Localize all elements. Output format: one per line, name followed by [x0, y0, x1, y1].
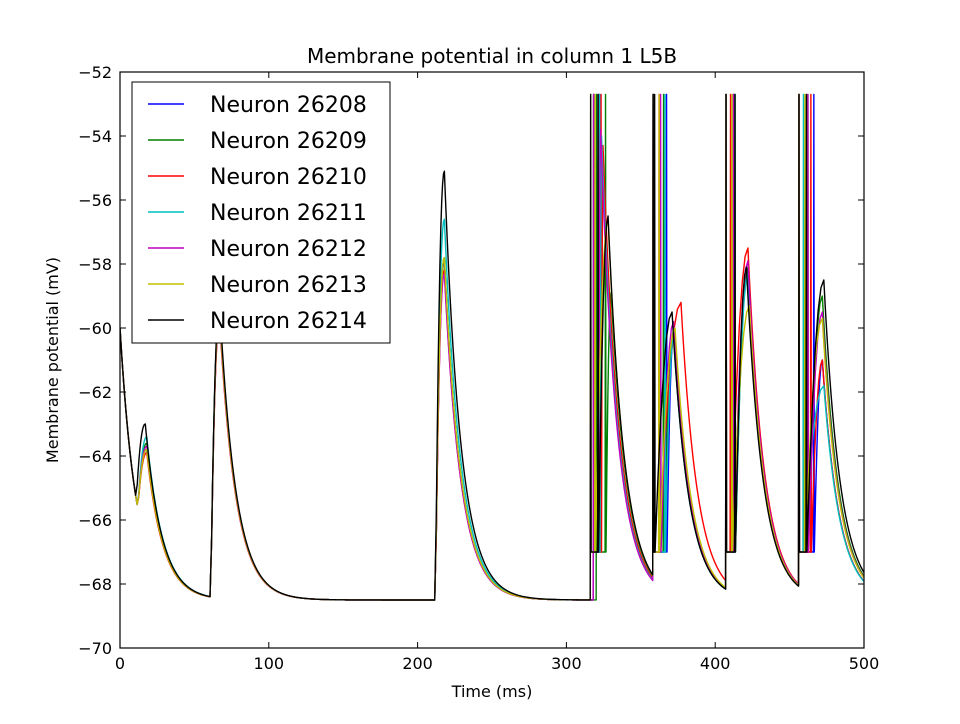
x-tick-label: 500 — [849, 654, 880, 673]
legend-label: Neuron 26209 — [210, 129, 367, 154]
y-tick-label: −62 — [78, 383, 112, 402]
x-tick-label: 0 — [115, 654, 125, 673]
legend-label: Neuron 26210 — [210, 165, 367, 190]
y-tick-label: −52 — [78, 63, 112, 82]
y-tick-label: −56 — [78, 191, 112, 210]
y-tick-label: −58 — [78, 255, 112, 274]
y-tick-label: −66 — [78, 511, 112, 530]
y-tick-label: −68 — [78, 575, 112, 594]
legend-label: Neuron 26212 — [210, 237, 367, 262]
axes-frame — [119, 71, 865, 649]
legend-label: Neuron 26211 — [210, 201, 367, 226]
y-tick-label: −54 — [78, 127, 112, 146]
y-tick-label: −60 — [78, 319, 112, 338]
x-tick-label: 400 — [700, 654, 731, 673]
x-tick-label: 300 — [551, 654, 582, 673]
chart-title: Membrane potential in column 1 L5B — [307, 44, 677, 68]
axis-ticks: 0 100 200 300 400 500 −70 −68 −66 −64 −62 −60 −58 −56… — [78, 63, 879, 673]
legend-label: Neuron 26214 — [210, 309, 367, 334]
series-line-7 — [120, 93, 864, 601]
y-tick-label: −64 — [78, 447, 112, 466]
legend: Neuron 26208 Neuron 26209 Neuron 26210 Neur… — [131, 81, 391, 344]
legend-label: Neuron 26213 — [210, 273, 367, 298]
x-tick-label: 200 — [402, 654, 433, 673]
x-tick-label: 100 — [254, 654, 285, 673]
y-tick-label: −70 — [78, 639, 112, 658]
y-axis-label: Membrane potential (mV) — [43, 257, 62, 463]
x-axis-label: Time (ms) — [451, 682, 533, 701]
legend-label: Neuron 26208 — [210, 93, 367, 118]
series-lines — [120, 93, 864, 601]
